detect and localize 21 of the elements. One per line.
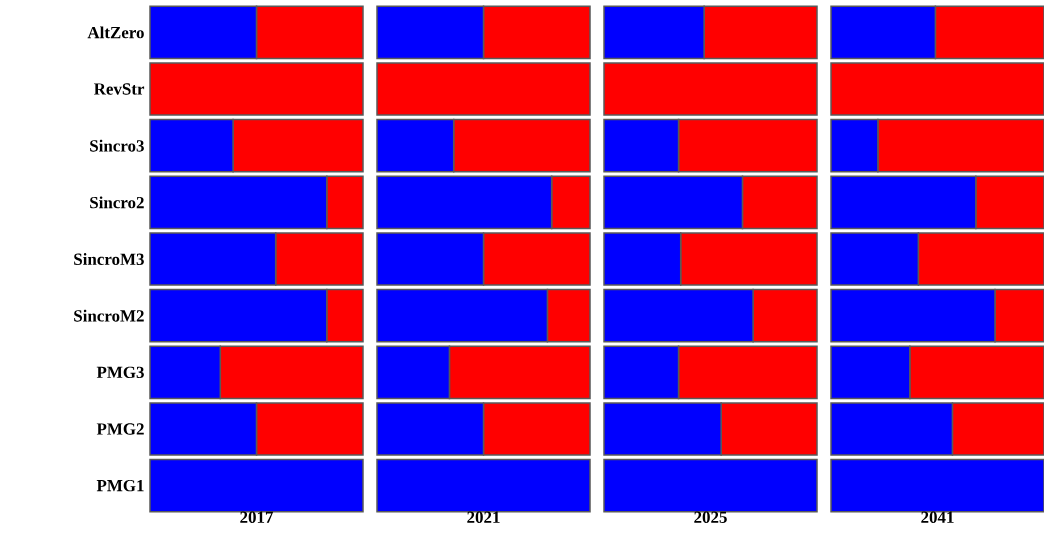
bar [149, 62, 364, 116]
bar [149, 458, 364, 513]
bar [830, 62, 1044, 116]
bar [376, 458, 591, 513]
y-tick-label: RevStr [93, 83, 145, 95]
y-tick-label: PMG1 [96, 479, 144, 492]
y-tick-label: Sincro3 [90, 139, 144, 152]
y-tick-label: Sincro2 [90, 196, 144, 209]
y-tick-label: PMG2 [96, 423, 144, 435]
y-tick-label: AltZero [87, 26, 144, 39]
y-tick-label: SincroM2 [74, 309, 144, 322]
bar [376, 62, 591, 116]
x-axis-title: 2041 [921, 511, 954, 523]
bar [603, 458, 818, 513]
bar [830, 458, 1044, 513]
x-axis-title: 2021 [467, 511, 500, 523]
x-axis-title: 2025 [694, 511, 727, 523]
x-axis-title: 2017 [240, 511, 274, 523]
y-tick-label: SincroM3 [74, 253, 144, 265]
y-tick-label: PMG3 [96, 366, 144, 379]
bar [603, 62, 818, 116]
